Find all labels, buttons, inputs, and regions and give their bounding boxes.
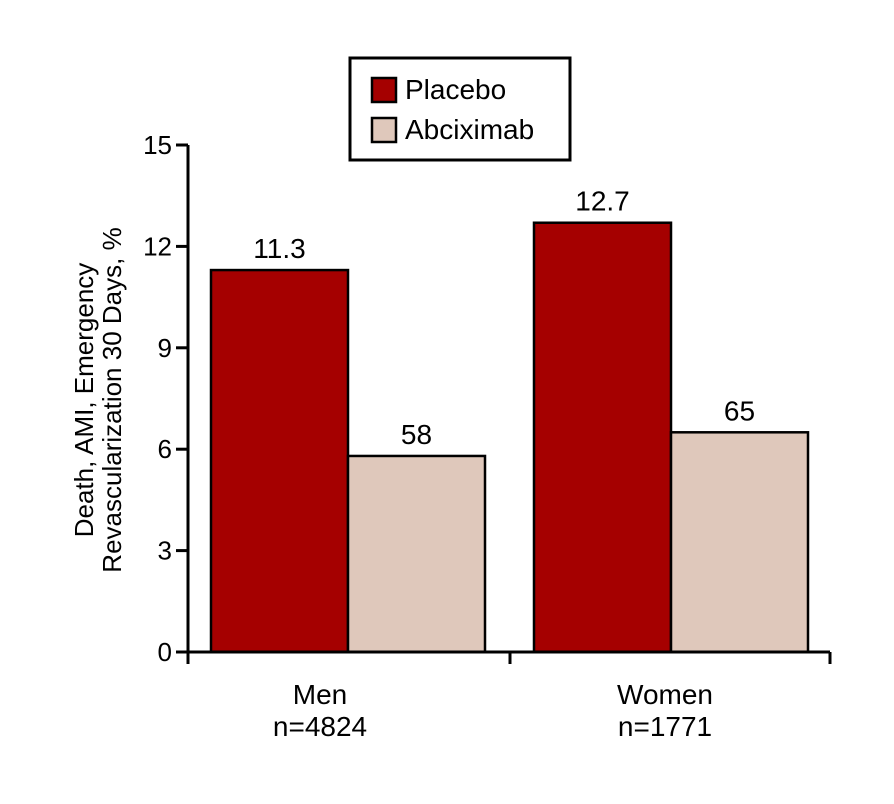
bar-abciximab-men xyxy=(346,454,487,654)
y-axis-label-line-2: Revascularization 30 Days, % xyxy=(97,227,127,572)
y-tick-label-0: 0 xyxy=(158,637,172,667)
legend-label-abciximab: Abciximab xyxy=(405,114,534,145)
x-category-label-men: Men xyxy=(293,679,347,710)
x-category-sublabel-men: n=4824 xyxy=(273,711,367,742)
y-tick-label-9: 9 xyxy=(158,333,172,363)
data-label-abciximab-women: 65 xyxy=(724,395,755,426)
x-category-sublabel-women: n=1771 xyxy=(618,711,712,742)
y-tick-label-12: 12 xyxy=(143,231,172,261)
y-tick-label-3: 3 xyxy=(158,536,172,566)
legend: Placebo Abciximab xyxy=(348,56,572,162)
legend-swatch-abciximab xyxy=(370,116,398,144)
legend-swatch-placebo xyxy=(370,76,398,104)
data-label-abciximab-men: 58 xyxy=(401,419,432,450)
legend-label-placebo: Placebo xyxy=(405,74,506,105)
bar-placebo-women xyxy=(532,221,673,654)
y-axis-label-line-1: Death, AMI, Emergency xyxy=(69,263,99,538)
y-tick-label-6: 6 xyxy=(158,434,172,464)
y-tick-label-15: 15 xyxy=(143,130,172,160)
bar-abciximab-women xyxy=(669,431,810,654)
data-label-placebo-women: 12.7 xyxy=(575,186,630,217)
bar-placebo-men xyxy=(209,268,350,654)
x-category-label-women: Women xyxy=(617,679,713,710)
data-label-placebo-men: 11.3 xyxy=(253,233,305,264)
